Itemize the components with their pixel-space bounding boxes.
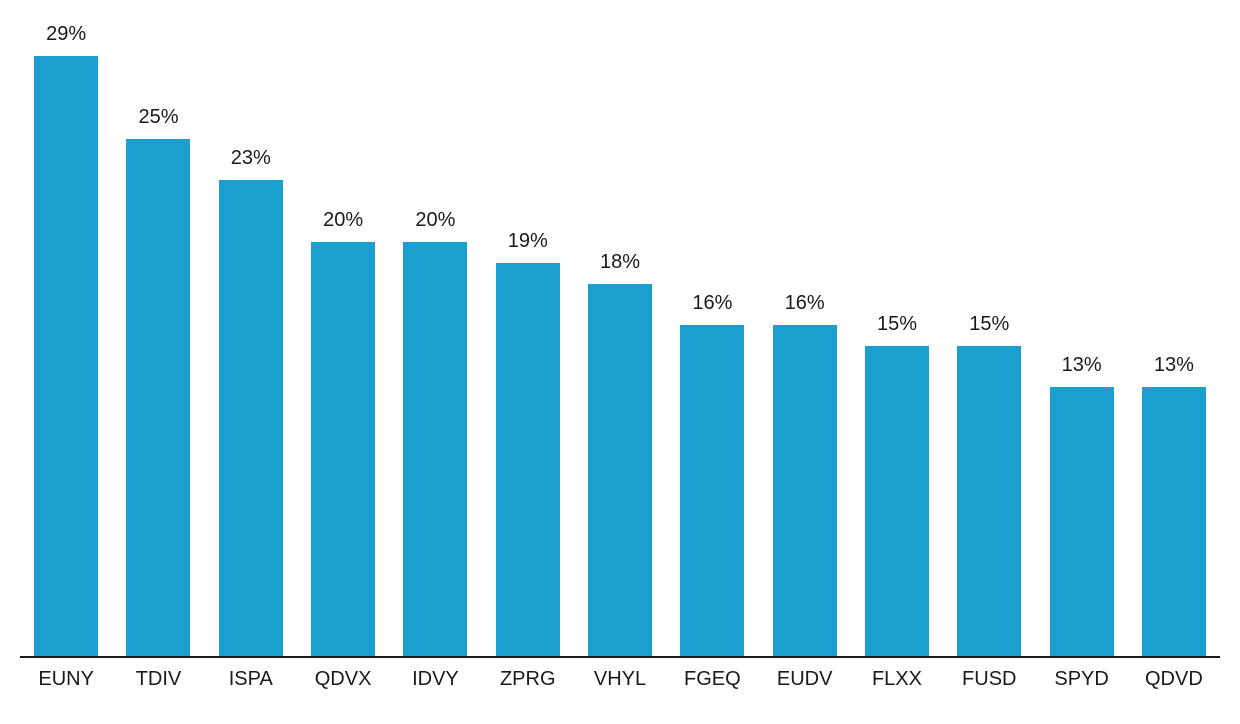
bar-value-label: 16% [692, 292, 733, 314]
x-axis-tick-label: FGEQ [684, 668, 741, 690]
x-axis-tick-label: ZPRG [499, 668, 556, 690]
x-axis-tick-label: EUNY [38, 668, 94, 690]
x-axis-tick-label: SPYD [1054, 668, 1109, 690]
bar-value-label: 20% [323, 209, 364, 232]
x-axis-tick-label: QDVX [314, 668, 372, 690]
bar-value-label: 13% [1061, 354, 1102, 376]
bar-value-label: 13% [1153, 354, 1194, 376]
bar-group: 18% [574, 251, 666, 656]
bar-value-label: 18% [600, 250, 641, 273]
bar[interactable] [403, 242, 468, 656]
bar-value-label: 25% [138, 105, 179, 128]
bar-value-label: 29% [46, 23, 87, 45]
bar-group: 15% [943, 313, 1035, 656]
bar-value-label: 15% [876, 312, 917, 335]
bar[interactable] [957, 345, 1022, 656]
bar-value-label: 19% [507, 229, 548, 252]
bar-group: 25% [112, 106, 204, 656]
x-axis-tick-label: FUSD [962, 668, 1017, 690]
bar-group: 20% [389, 209, 481, 656]
bar-group: 13% [1128, 354, 1220, 656]
bar[interactable] [34, 56, 99, 656]
bar-value-label: 16% [784, 292, 825, 314]
bar[interactable] [495, 262, 560, 656]
bar-group: 15% [851, 313, 943, 656]
bar-group: 13% [1035, 354, 1127, 656]
bar-value-label: 15% [969, 312, 1010, 335]
bar[interactable] [311, 242, 376, 656]
bar-group: 19% [482, 230, 574, 656]
bar-group: 20% [297, 209, 389, 656]
bar[interactable] [680, 325, 745, 656]
bar[interactable] [1049, 387, 1114, 656]
bar[interactable] [1141, 387, 1206, 656]
bar-group: 29% [20, 23, 112, 656]
x-axis-tick-label: QDVD [1145, 668, 1203, 690]
bar-group: 23% [205, 147, 297, 656]
x-axis-tick-label: FLXX [871, 668, 922, 690]
bar-group: 16% [759, 292, 851, 656]
bar[interactable] [772, 325, 837, 656]
bar[interactable] [218, 180, 283, 656]
bar-value-label: 20% [415, 209, 456, 232]
x-axis-tick-label: IDVY [412, 668, 459, 690]
x-axis-labels: EUNY TDIV ISPA QDVX IDVY ZPRG VHYL FGEQ … [20, 668, 1220, 691]
x-axis-tick-label: ISPA [228, 668, 273, 690]
bar[interactable] [126, 138, 191, 656]
x-axis-tick-label: EUDV [776, 668, 833, 690]
bar[interactable] [864, 345, 929, 656]
bar[interactable] [588, 283, 653, 656]
bar-group: 16% [666, 292, 758, 656]
bar-value-label: 23% [230, 147, 271, 170]
x-axis-tick-label: TDIV [135, 668, 182, 690]
x-axis-tick-label: VHYL [593, 668, 647, 690]
plot-area: 29% 25% 23% 20% 20% 19% 18% 16% [20, 0, 1220, 658]
